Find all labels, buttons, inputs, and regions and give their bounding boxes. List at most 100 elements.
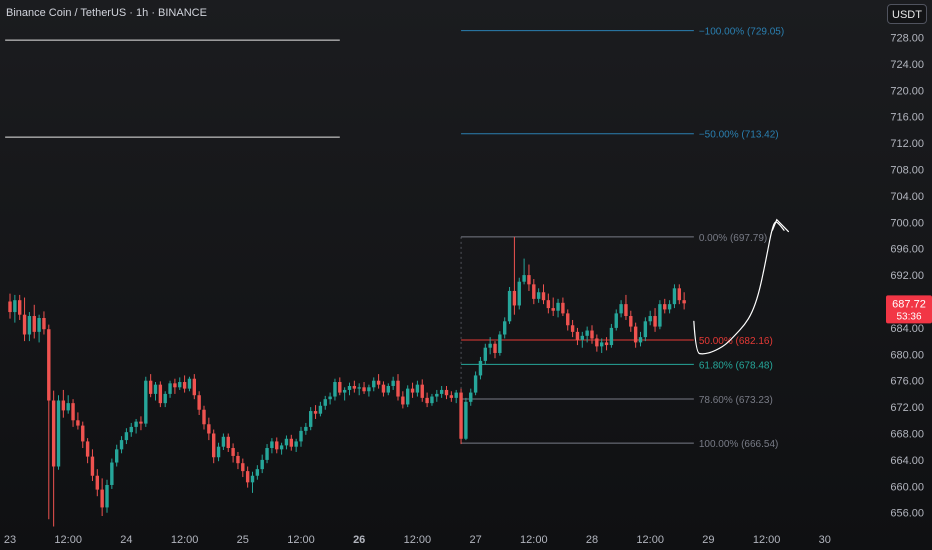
fib-level-label: −50.00% (713.42)	[699, 130, 779, 141]
candle-body	[595, 338, 599, 347]
y-tick-label: 668.00	[890, 429, 924, 441]
y-tick-label: 656.00	[890, 508, 924, 520]
candle-body	[653, 316, 657, 327]
candle-body	[430, 396, 434, 404]
candle-body	[527, 275, 531, 285]
candle-body	[663, 304, 667, 310]
candle	[566, 309, 570, 331]
candle	[372, 377, 376, 392]
projection-arrowhead[interactable]	[771, 218, 790, 233]
x-tick-label: 12:00	[171, 534, 199, 546]
x-tick-label: 12:00	[636, 534, 664, 546]
x-tick-label: 12:00	[54, 534, 82, 546]
candle	[551, 297, 555, 317]
candle	[110, 458, 114, 489]
candle	[153, 382, 158, 401]
candle	[66, 395, 70, 414]
candle-body	[236, 455, 240, 464]
candle	[289, 434, 293, 451]
candle	[677, 284, 681, 305]
candle	[570, 319, 575, 338]
candle	[561, 297, 565, 317]
x-tick-label: 12:00	[287, 534, 315, 546]
time-axis[interactable]: 23 12:00 24 12:00 25 12:00 26 12:00 27 12:00 28 12:…	[4, 534, 831, 546]
candle-body	[522, 275, 526, 282]
candle	[469, 388, 473, 406]
candle	[483, 343, 487, 365]
candle-body	[386, 385, 390, 393]
x-tick-label: 28	[586, 534, 598, 546]
candle-body	[37, 318, 41, 332]
candle-body	[469, 392, 473, 402]
candle-body	[493, 343, 497, 353]
candle	[47, 324, 51, 520]
candle-body	[629, 316, 633, 327]
candle-body	[18, 300, 22, 315]
candle	[629, 310, 633, 332]
symbol-title[interactable]: Binance Coin / TetherUS · 1h · BINANCE	[6, 7, 207, 19]
x-tick-label: 27	[469, 534, 481, 546]
y-tick-label: 704.00	[890, 191, 924, 203]
candle-body	[173, 383, 177, 388]
candle	[158, 381, 163, 408]
candle-body	[546, 300, 551, 309]
candle	[245, 466, 250, 488]
candle-body	[585, 330, 589, 336]
projection-drawing[interactable]	[693, 218, 790, 355]
projection-curve[interactable]	[693, 221, 785, 355]
candle	[386, 383, 390, 396]
candle	[241, 458, 245, 478]
horizontal-lines[interactable]	[5, 39, 340, 138]
candle-body	[76, 420, 80, 426]
candle	[216, 442, 221, 462]
candle	[56, 395, 61, 470]
candle	[488, 337, 492, 355]
candle	[134, 418, 138, 434]
candle	[590, 325, 594, 344]
candle	[100, 478, 104, 516]
candle-body	[638, 337, 643, 343]
candle	[575, 327, 580, 346]
candle-body	[376, 380, 381, 385]
candle	[61, 389, 66, 418]
candle	[197, 391, 201, 416]
currency-button[interactable]: USDT	[887, 4, 927, 24]
candle-body	[643, 321, 648, 338]
candle-body	[488, 343, 492, 348]
x-tick-label: 26	[353, 534, 365, 546]
candle	[444, 385, 449, 400]
candle-body	[410, 388, 415, 393]
candle	[643, 317, 648, 342]
y-tick-label: 724.00	[890, 59, 924, 71]
candle-body	[498, 334, 502, 353]
candle	[318, 401, 323, 417]
candle	[115, 444, 119, 467]
candle-body	[580, 335, 584, 340]
candle-body	[566, 313, 570, 326]
candle-body	[396, 380, 400, 397]
candle-body	[347, 385, 352, 390]
candle-body	[507, 290, 512, 322]
candle	[391, 376, 395, 390]
candle-body	[333, 382, 337, 397]
candle-body	[245, 471, 250, 483]
candle	[503, 317, 507, 339]
candle-body	[406, 388, 410, 405]
candle	[85, 438, 90, 464]
candle	[105, 479, 109, 513]
candle	[624, 294, 628, 320]
candle-body	[110, 462, 114, 485]
fibonacci-retracement[interactable]: −100.00% (729.05) −50.00% (713.42) 0.00% (…	[460, 27, 784, 451]
candle-body	[119, 440, 124, 450]
candle	[236, 451, 240, 470]
candle	[357, 383, 361, 396]
candle	[454, 389, 458, 404]
candle	[376, 374, 381, 389]
candle-body	[294, 441, 298, 447]
candle-body	[22, 314, 27, 335]
candle-body	[648, 316, 652, 322]
price-axis[interactable]: 656.00 660.00 664.00 668.00 672.00 676.00 680.…	[890, 33, 924, 520]
candle	[279, 442, 284, 455]
